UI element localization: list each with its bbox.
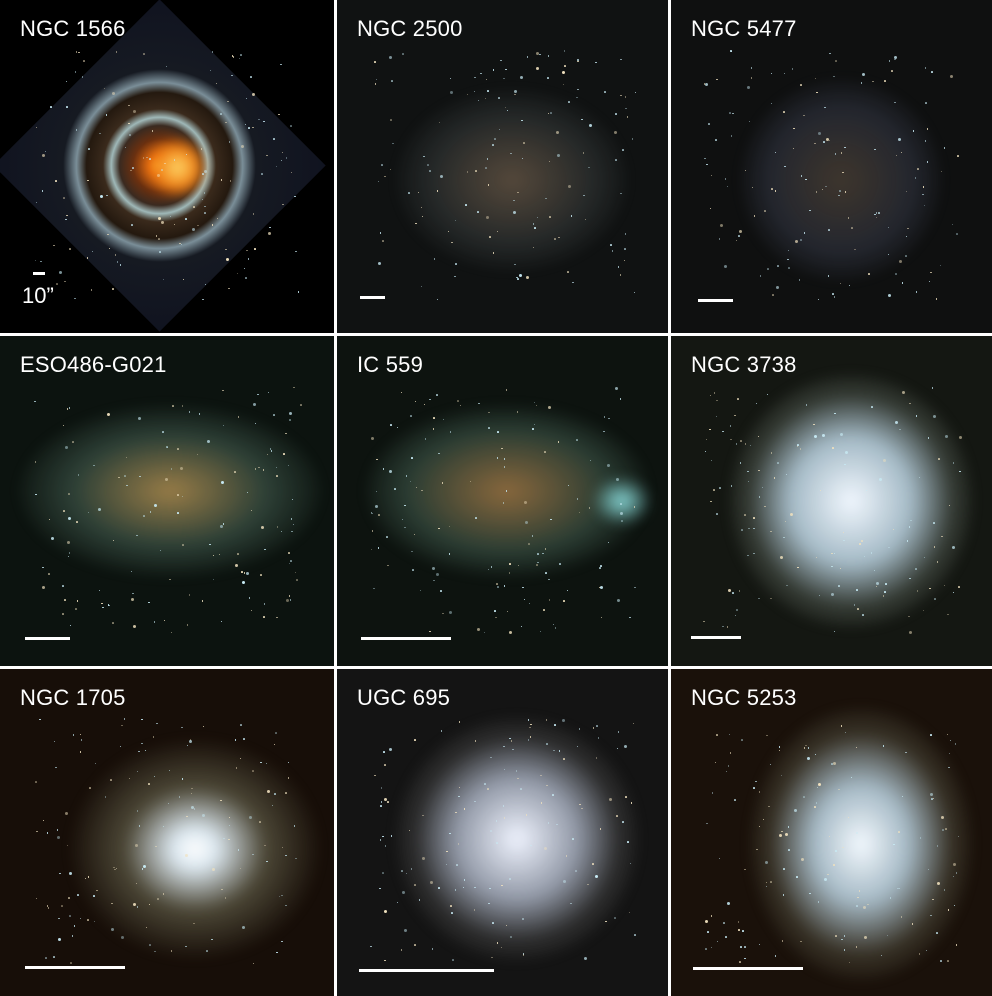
galaxy-label: NGC 5253 — [691, 685, 797, 710]
galaxy-panel: NGC 5477 — [671, 0, 992, 333]
star-field — [671, 336, 992, 666]
galaxy-panel: NGC 3738 — [671, 336, 992, 666]
galaxy-label: NGC 2500 — [357, 16, 463, 41]
galaxy-panel: ESO486-G021 — [0, 336, 334, 666]
galaxy-panel: NGC 1705 — [0, 669, 334, 996]
star-field — [671, 0, 992, 333]
scale-bar — [360, 296, 385, 299]
scale-bar — [359, 969, 494, 972]
scale-bar — [691, 636, 741, 639]
scale-bar — [33, 272, 45, 275]
galaxy-label: NGC 1566 — [20, 16, 126, 41]
star-field — [671, 669, 992, 996]
star-field — [337, 336, 668, 666]
galaxy-label: IC 559 — [357, 352, 424, 377]
scale-bar — [25, 637, 70, 640]
galaxy-label: NGC 3738 — [691, 352, 797, 377]
star-field — [0, 669, 334, 996]
scale-bar — [693, 967, 803, 970]
scale-label: 10” — [22, 283, 54, 308]
galaxy-panel: NGC 5253 — [671, 669, 992, 996]
star-field — [337, 669, 668, 996]
scale-bar — [361, 637, 451, 640]
star-field — [0, 0, 334, 333]
galaxy-panel: UGC 695 — [337, 669, 668, 996]
galaxy-panel: IC 559 — [337, 336, 668, 666]
galaxy-panel: NGC 2500 — [337, 0, 668, 333]
galaxy-label: ESO486-G021 — [20, 352, 167, 377]
star-field — [337, 0, 668, 333]
galaxy-label: UGC 695 — [357, 685, 451, 710]
galaxy-label: NGC 1705 — [20, 685, 126, 710]
galaxy-label: NGC 5477 — [691, 16, 797, 41]
galaxy-panel: NGC 1566 10” — [0, 0, 334, 333]
star-field — [0, 336, 334, 666]
scale-bar — [698, 299, 733, 302]
scale-bar — [25, 966, 125, 969]
